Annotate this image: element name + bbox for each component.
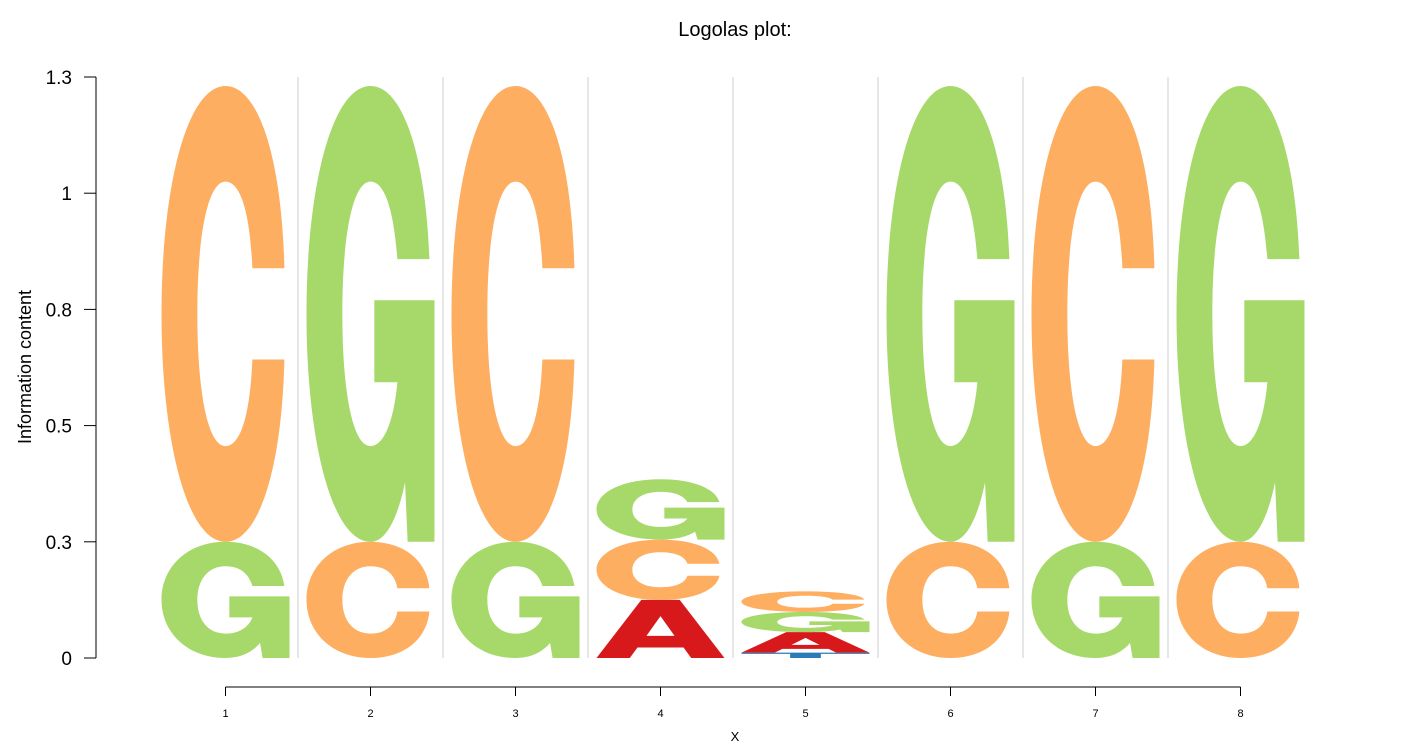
letter-C-glyph bbox=[161, 85, 285, 542]
chart-title: Logolas plot: bbox=[678, 19, 791, 41]
y-axis-label: Information content bbox=[15, 290, 35, 444]
letter-stack-4 bbox=[596, 479, 725, 658]
x-axis-label: X bbox=[731, 729, 740, 744]
letter-stacks bbox=[161, 85, 1305, 658]
y-axis: 0 0.3 0.5 0.8 1 1.3 bbox=[46, 68, 97, 670]
x-tick-label: 6 bbox=[947, 708, 953, 720]
letter-A-glyph bbox=[741, 632, 870, 653]
letter-C-glyph bbox=[741, 591, 865, 612]
letter-C-glyph bbox=[1176, 541, 1300, 658]
y-tick-label: 1 bbox=[61, 184, 72, 205]
letter-A-glyph bbox=[596, 599, 725, 658]
letter-G-glyph bbox=[306, 85, 435, 542]
y-tick-label: 0.8 bbox=[46, 300, 72, 321]
letter-G-glyph bbox=[741, 611, 870, 633]
letter-G-glyph bbox=[596, 479, 725, 540]
y-tick-label: 0 bbox=[61, 649, 72, 670]
letter-stack-8 bbox=[1176, 85, 1305, 658]
letter-stack-5 bbox=[741, 591, 870, 658]
x-tick-label: 3 bbox=[512, 708, 518, 720]
x-tick-label: 2 bbox=[367, 708, 373, 720]
x-tick-label: 4 bbox=[657, 708, 663, 720]
x-axis: 1 2 3 4 5 6 7 8 bbox=[222, 686, 1244, 720]
letter-stack-6 bbox=[886, 85, 1015, 658]
y-tick-label: 0.3 bbox=[46, 533, 72, 554]
letter-C-glyph bbox=[886, 541, 1010, 658]
letter-stack-7 bbox=[1031, 85, 1160, 658]
letter-G-glyph bbox=[886, 85, 1015, 542]
x-tick-label: 1 bbox=[222, 708, 228, 720]
letter-stack-2 bbox=[306, 85, 435, 658]
letter-C-glyph bbox=[1031, 85, 1155, 542]
letter-C-glyph bbox=[306, 541, 430, 658]
letter-G-glyph bbox=[1176, 85, 1305, 542]
letter-C-glyph bbox=[596, 539, 720, 600]
y-tick-label: 0.5 bbox=[46, 417, 72, 438]
position-separators bbox=[297, 77, 1169, 658]
x-tick-label: 7 bbox=[1092, 708, 1098, 720]
y-tick-label: 1.3 bbox=[46, 68, 72, 89]
letter-stack-3 bbox=[451, 85, 580, 658]
letter-G-glyph bbox=[161, 541, 290, 658]
x-tick-label: 5 bbox=[802, 708, 808, 720]
letter-C-glyph bbox=[451, 85, 575, 542]
letter-G-glyph bbox=[451, 541, 580, 658]
x-tick-label: 8 bbox=[1237, 708, 1243, 720]
letter-G-glyph bbox=[1031, 541, 1160, 658]
letter-T-glyph bbox=[741, 652, 870, 658]
letter-stack-1 bbox=[161, 85, 290, 658]
